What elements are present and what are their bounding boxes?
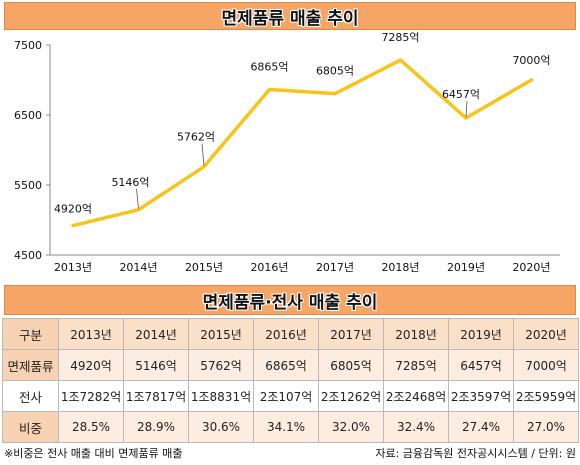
chart-title-banner: 면제품류 매출 추이 [4, 2, 576, 30]
table-cell: 1조7817억 [123, 380, 189, 412]
data-point [333, 92, 337, 96]
y-tick-label: 7500 [14, 39, 42, 52]
data-label: 5146억 [111, 176, 149, 189]
table-cell: 34.1% [253, 411, 319, 443]
data-labels: 4920억 5146억 5762억 6865억 6805억 7285억 6457억 7000억 [54, 31, 551, 216]
data-label: 4920억 [54, 203, 92, 216]
header-cell: 2014년 [123, 318, 189, 350]
table-cell: 27.0% [513, 411, 579, 443]
sales-table: 구분 2013년 2014년 2015년 2016년 2017년 2018년 2… [2, 318, 579, 443]
header-cell: 2018년 [383, 318, 449, 350]
table-cell: 5762억 [188, 349, 254, 381]
data-point [137, 208, 140, 212]
table-cell: 7285억 [383, 349, 449, 381]
x-tick-label: 2013년 [54, 261, 92, 274]
table-cell: 1조8831억 [188, 380, 254, 412]
data-point [71, 224, 75, 228]
x-tick-label: 2020년 [512, 261, 550, 274]
table-title-banner: 면제품류·전사 매출 추이 [4, 285, 576, 315]
table-cell: 7000억 [513, 349, 579, 381]
x-tick-label: 2016년 [250, 261, 288, 274]
table-cell: 28.9% [123, 411, 189, 443]
header-cell: 2013년 [58, 318, 124, 350]
header-cell: 2019년 [448, 318, 514, 350]
data-label: 6805억 [316, 65, 354, 78]
data-label: 7285억 [381, 31, 419, 44]
series-line [71, 58, 534, 228]
chart-title: 면제품류 매출 추이 [221, 8, 359, 29]
data-label: 7000억 [512, 54, 550, 67]
row-label: 면제품류 [2, 349, 59, 381]
data-label: 5762억 [177, 131, 215, 144]
table-cell: 30.6% [188, 411, 254, 443]
series-polyline [71, 58, 534, 228]
table-cell: 32.0% [318, 411, 384, 443]
header-cell: 구분 [2, 318, 59, 350]
table-row: 비중 28.5% 28.9% 30.6% 34.1% 32.0% 32.4% 2… [2, 411, 579, 443]
data-point [464, 116, 468, 120]
header-cell: 2015년 [188, 318, 254, 350]
table-cell: 28.5% [58, 411, 124, 443]
data-label: 6457억 [442, 88, 480, 101]
label-leader-line [465, 100, 468, 118]
table-cell: 2조2468억 [383, 380, 449, 412]
table-cell: 6457억 [448, 349, 514, 381]
x-tick-label: 2018년 [381, 261, 419, 274]
table-row: 전사 1조7282억 1조7817억 1조8831억 2조107억 2조1262… [2, 380, 579, 412]
data-point [530, 78, 533, 82]
footer: ※비중은 전사 매출 대비 면제품류 매출 자료: 금융감독원 전자공시시스템 … [4, 444, 576, 462]
row-label: 비중 [2, 411, 59, 443]
table-header-row: 구분 2013년 2014년 2015년 2016년 2017년 2018년 2… [2, 318, 579, 350]
table-cell: 6805억 [318, 349, 384, 381]
data-point [399, 58, 402, 62]
row-label: 전사 [2, 380, 59, 412]
x-axis: 2013년 2014년 2015년 2016년 2017년 2018년 2019년 2020년 [50, 254, 560, 274]
label-leader-line [201, 143, 205, 166]
table-cell: 27.4% [448, 411, 514, 443]
table-cell: 1조7282억 [58, 380, 124, 412]
x-tick-label: 2017년 [316, 261, 354, 274]
y-tick-label: 4500 [14, 249, 42, 262]
data-point [202, 165, 206, 169]
footnote: ※비중은 전사 매출 대비 면제품류 매출 [4, 447, 183, 460]
header-cell: 2016년 [253, 318, 319, 350]
x-tick-label: 2015년 [185, 261, 223, 274]
table-cell: 6865억 [253, 349, 319, 381]
y-tick-label: 6500 [14, 109, 42, 122]
y-axis: 4500 5500 6500 7500 [14, 39, 51, 262]
header-cell: 2017년 [318, 318, 384, 350]
table-row: 면제품류 4920억 5146억 5762억 6865억 6805억 7285억… [2, 349, 579, 381]
table-cell: 32.4% [383, 411, 449, 443]
table-cell: 2조1262억 [318, 380, 384, 412]
header-cell: 2020년 [513, 318, 579, 350]
table-cell: 2조5959억 [513, 380, 579, 412]
x-tick-label: 2014년 [119, 261, 157, 274]
source-note: 자료: 금융감독원 전자공시시스템 / 단위: 원 [375, 447, 576, 460]
table-title: 면제품류·전사 매출 추이 [202, 292, 378, 313]
data-label: 6865억 [250, 60, 288, 73]
x-tick-label: 2019년 [447, 261, 485, 274]
table-cell: 5146억 [123, 349, 189, 381]
label-leader-line [136, 188, 139, 209]
table-cell: 2조107억 [253, 380, 319, 412]
data-point [268, 87, 271, 91]
table-cell: 4920억 [58, 349, 124, 381]
table-cell: 2조3597억 [448, 380, 514, 412]
y-tick-label: 5500 [14, 179, 42, 192]
